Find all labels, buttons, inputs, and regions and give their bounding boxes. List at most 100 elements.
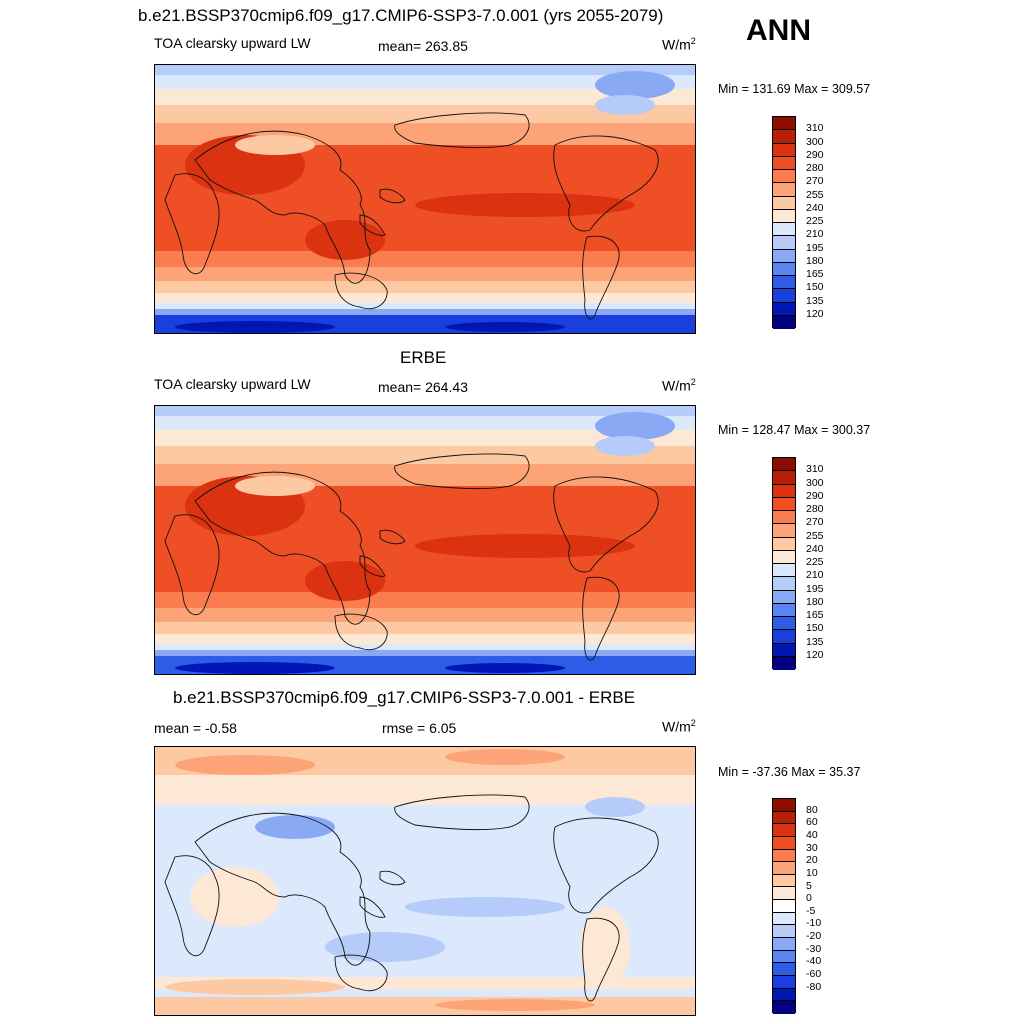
colorbar-swatch — [773, 236, 795, 250]
contour-patch — [305, 220, 385, 260]
colorbar-swatch — [773, 900, 795, 913]
contour-patch — [175, 755, 315, 775]
contour-band — [155, 309, 695, 317]
contour-band — [155, 89, 695, 109]
coastline — [194, 812, 371, 966]
colorbar-swatch — [773, 484, 795, 498]
colorbar-tick-label: 290 — [806, 148, 824, 161]
colorbar-swatch — [773, 590, 795, 604]
coastline — [359, 214, 386, 236]
colorbar-swatch — [773, 874, 795, 888]
coastline — [379, 870, 406, 886]
colorbar-swatch — [773, 249, 795, 263]
colorbar-swatch — [773, 564, 795, 578]
colorbar-tick-label: 180 — [806, 254, 824, 267]
colorbar-swatch — [773, 963, 795, 976]
colorbar-swatch — [773, 302, 795, 316]
contour-patch — [445, 749, 565, 765]
panel2-map — [154, 405, 696, 675]
colorbar-tick-label: -80 — [806, 980, 822, 993]
colorbar-swatch — [773, 196, 795, 210]
colorbar-tick-label: 280 — [806, 162, 824, 174]
panel2-colorbar — [772, 457, 796, 670]
colorbar-swatch — [773, 170, 795, 184]
colorbar-swatch — [773, 143, 795, 157]
colorbar-swatch — [773, 315, 795, 329]
coastline — [334, 272, 388, 310]
panel2-mean: mean= 264.43 — [378, 379, 468, 395]
contour-patch — [595, 71, 675, 99]
colorbar-swatch — [773, 471, 795, 485]
colorbar-tick-label: 225 — [806, 215, 824, 227]
colorbar-swatch — [773, 836, 795, 850]
colorbar-tick-label: 30 — [806, 841, 818, 854]
colorbar-tick-label: 195 — [806, 241, 824, 254]
contour-band — [155, 608, 695, 626]
panel3-units: W/m2 — [662, 718, 696, 735]
panel3-title: b.e21.BSSP370cmip6.f09_g17.CMIP6-SSP3-7.… — [173, 688, 636, 707]
colorbar-tick-label: 210 — [806, 228, 824, 241]
colorbar-swatch — [773, 1001, 795, 1014]
contour-band — [155, 650, 695, 658]
colorbar-tick-label: 60 — [806, 816, 818, 829]
colorbar-tick-label: 10 — [806, 866, 818, 879]
panel1-variable-label: TOA clearsky upward LW — [154, 35, 311, 51]
colorbar-tick-label: 180 — [806, 595, 824, 608]
contour-band — [155, 251, 695, 271]
colorbar-tick-label: 150 — [806, 281, 824, 294]
colorbar-tick-label: -20 — [806, 930, 822, 943]
contour-patch — [585, 797, 645, 817]
contour-patch — [305, 561, 385, 601]
panel1-units: W/m2 — [662, 36, 696, 53]
contour-patch — [445, 663, 565, 673]
coastline — [164, 855, 220, 957]
contour-patch — [405, 897, 565, 917]
panel3-minmax: Min = -37.36 Max = 35.37 — [718, 765, 861, 779]
colorbar-tick-label: 120 — [806, 307, 824, 320]
contour-patch — [445, 322, 565, 332]
coastline — [553, 476, 659, 573]
coastline — [334, 954, 388, 992]
season-label: ANN — [746, 14, 811, 47]
colorbar-tick-label: -60 — [806, 968, 822, 981]
colorbar-swatch — [773, 938, 795, 951]
contour-patch — [325, 932, 445, 962]
contour-band — [155, 622, 695, 636]
panel3-map — [154, 746, 696, 1016]
panel2-units: W/m2 — [662, 377, 696, 394]
panel3-colorbar — [772, 798, 796, 1014]
contour-patch — [255, 815, 335, 839]
colorbar-tick-label: 225 — [806, 556, 824, 568]
colorbar-tick-label: 310 — [806, 122, 824, 135]
colorbar-tick-label: 135 — [806, 635, 824, 648]
contour-patch — [235, 476, 315, 496]
colorbar-tick-label: 20 — [806, 854, 818, 867]
colorbar-swatch — [773, 603, 795, 617]
colorbar-tick-label: 255 — [806, 188, 824, 201]
colorbar-swatch — [773, 130, 795, 144]
coastline — [359, 555, 386, 577]
colorbar-tick-label: 255 — [806, 529, 824, 542]
colorbar-tick-label: 135 — [806, 294, 824, 307]
panel1-map — [154, 64, 696, 334]
contour-patch — [595, 95, 655, 115]
colorbar-tick-label: 0 — [806, 892, 812, 905]
colorbar-swatch — [773, 550, 795, 564]
colorbar-swatch — [773, 988, 795, 1002]
panel2-minmax: Min = 128.47 Max = 300.37 — [718, 423, 871, 437]
contour-patch — [175, 321, 335, 333]
colorbar-tick-label: 240 — [806, 201, 824, 214]
contour-patch — [415, 193, 635, 217]
panel1-colorbar — [772, 116, 796, 329]
colorbar-tick-label: 310 — [806, 463, 824, 476]
coastline — [194, 130, 371, 284]
coastline — [582, 235, 620, 320]
colorbar-swatch — [773, 183, 795, 197]
coastline — [582, 917, 620, 1002]
colorbar-swatch — [773, 617, 795, 631]
colorbar-swatch — [773, 849, 795, 863]
contour-band — [155, 446, 695, 468]
coastline — [359, 896, 386, 918]
colorbar-swatch — [773, 289, 795, 303]
panel3-mean: mean = -0.58 — [154, 720, 237, 736]
